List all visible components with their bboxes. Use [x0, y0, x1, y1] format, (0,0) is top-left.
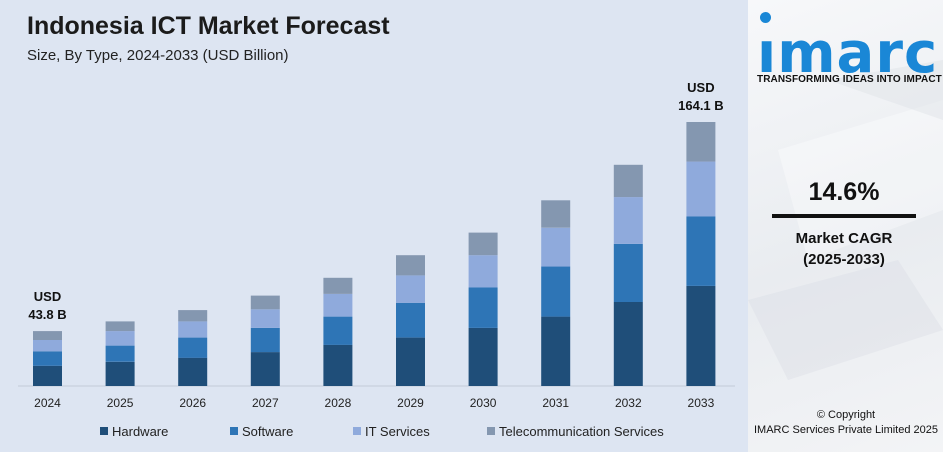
x-tick-label-2033: 2033: [688, 396, 715, 410]
x-tick-label-2027: 2027: [252, 396, 279, 410]
total-label-2033-line1: USD: [687, 80, 714, 95]
bar-2031-it-services: [541, 227, 571, 267]
background-decoration: [748, 60, 943, 380]
x-tick-label-2024: 2024: [34, 396, 61, 410]
total-label-2024-line1: USD: [34, 289, 61, 304]
legend-label-it-services: IT Services: [365, 423, 430, 439]
bar-2024-software: [33, 351, 62, 366]
bar-2029-it-services: [396, 275, 425, 303]
bar-2026-hardware: [178, 357, 208, 386]
x-tick-label-2025: 2025: [107, 396, 134, 410]
bar-2032-hardware: [613, 302, 643, 386]
bar-2028-telecommunication-services: [323, 277, 353, 294]
x-tick-label-2028: 2028: [325, 396, 352, 410]
bar-2033-hardware: [686, 285, 716, 386]
legend-item-telecommunication-services: Telecommunication Services: [487, 424, 664, 439]
copyright: © Copyright IMARC Services Private Limit…: [752, 408, 940, 438]
bar-2027-telecommunication-services: [250, 295, 280, 310]
bar-2029-software: [396, 302, 425, 338]
bar-2026-software: [178, 337, 208, 358]
legend-item-software: Software: [230, 424, 353, 439]
bar-2030-telecommunication-services: [468, 232, 498, 256]
bar-2027-it-services: [250, 309, 280, 328]
bar-2025-telecommunication-services: [105, 321, 135, 332]
bar-2024-it-services: [33, 340, 62, 352]
total-label-2024-line2: 43.8 B: [28, 307, 66, 322]
bar-2028-it-services: [323, 294, 353, 317]
bar-2025-hardware: [105, 361, 135, 386]
bar-2025-it-services: [105, 331, 135, 346]
legend-swatch-it-services: [353, 427, 361, 435]
legend-label-software: Software: [242, 423, 294, 439]
logo-tagline: TRANSFORMING IDEAS INTO IMPACT: [757, 74, 942, 85]
legend-swatch-software: [230, 427, 238, 435]
bar-2030-it-services: [468, 255, 498, 288]
bar-2024-hardware: [33, 365, 62, 386]
chart-subtitle: Size, By Type, 2024-2033 (USD Billion): [27, 47, 289, 64]
bar-2031-telecommunication-services: [541, 200, 571, 228]
imarc-logo: ımarc: [757, 21, 939, 86]
side-panel: [748, 0, 943, 452]
bar-2029-telecommunication-services: [396, 255, 425, 276]
bar-2031-hardware: [541, 316, 571, 386]
total-label-2033-line2: 164.1 B: [678, 98, 724, 113]
bar-2031-software: [541, 266, 571, 317]
bar-2027-hardware: [250, 352, 280, 386]
legend-item-it-services: IT Services: [353, 424, 487, 439]
cagr-divider: [772, 214, 916, 218]
bar-2033-telecommunication-services: [686, 122, 716, 162]
legend-label-telecommunication-services: Telecommunication Services: [499, 423, 664, 439]
legend: Hardware Software IT Services Telecommun…: [100, 422, 664, 440]
bar-2026-telecommunication-services: [178, 310, 208, 322]
bar-2029-hardware: [396, 337, 425, 386]
cagr-label-line1: Market CAGR: [795, 230, 893, 247]
bar-2033-software: [686, 216, 716, 286]
cagr-value: 14.6%: [808, 178, 880, 206]
cagr-label: Market CAGR (2025-2033): [772, 228, 916, 270]
copyright-line2: IMARC Services Private Limited 2025: [753, 424, 938, 436]
legend-swatch-hardware: [100, 427, 108, 435]
bar-2032-it-services: [613, 197, 643, 244]
bar-2033-it-services: [686, 161, 716, 217]
legend-label-hardware: Hardware: [112, 423, 169, 439]
bar-2026-it-services: [178, 321, 208, 338]
chart-title: Indonesia ICT Market Forecast: [27, 12, 390, 40]
x-tick-label-2032: 2032: [615, 396, 642, 410]
bar-2032-software: [613, 243, 643, 302]
bar-2032-telecommunication-services: [613, 164, 643, 198]
logo-dot: [760, 12, 771, 23]
copyright-line1: © Copyright: [816, 409, 876, 421]
bar-2025-software: [105, 345, 135, 362]
x-tick-label-2026: 2026: [179, 396, 206, 410]
bar-2030-hardware: [468, 327, 498, 386]
x-tick-label-2031: 2031: [542, 396, 569, 410]
cagr-label-line2: (2025-2033): [803, 251, 885, 268]
bar-2028-software: [323, 316, 353, 345]
bar-2030-software: [468, 287, 498, 328]
x-tick-label-2030: 2030: [470, 396, 497, 410]
x-tick-label-2029: 2029: [397, 396, 424, 410]
bar-2024-telecommunication-services: [33, 331, 62, 340]
stacked-bar-chart: 2024 2025 2026 2027 2028 2029 2030 2031 2032 2033…: [18, 80, 735, 410]
legend-item-hardware: Hardware: [100, 424, 230, 439]
bar-2028-hardware: [323, 344, 353, 386]
bar-2027-software: [250, 327, 280, 353]
legend-swatch-telecommunication-services: [487, 427, 495, 435]
